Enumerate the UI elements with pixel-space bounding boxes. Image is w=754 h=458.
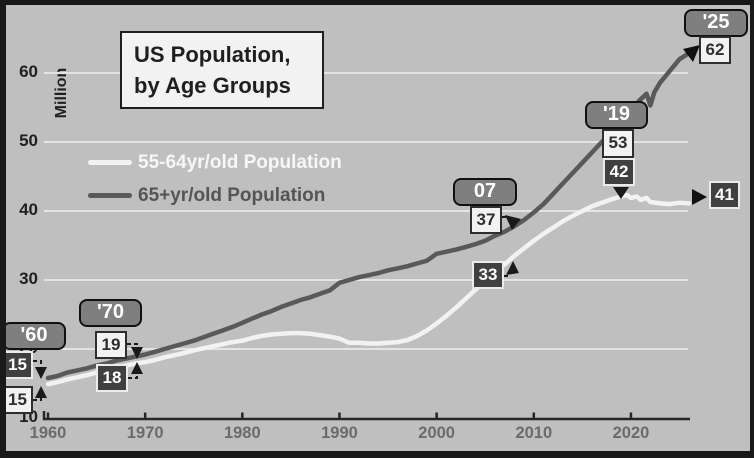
x-tick-label: 2000	[418, 424, 455, 442]
legend-item-55-64: 55-64yr/old Population	[88, 146, 342, 179]
callout-1960-value-55-64: 15	[2, 351, 33, 379]
y-tick-label: 40	[19, 200, 38, 219]
legend-line-55-64-swatch	[88, 160, 132, 165]
x-tick-label: 1960	[29, 424, 67, 442]
callout-1960-year: '60	[2, 322, 66, 350]
y-tick-label: 30	[19, 269, 38, 288]
x-tick-label: 1970	[126, 424, 164, 442]
legend-label-65plus: 65+yr/old Population	[138, 184, 326, 206]
legend-item-65plus: 65+yr/old Population	[88, 179, 342, 212]
title-line-1: US Population,	[134, 42, 291, 67]
callout-2007-value-55-64: 33	[472, 261, 504, 289]
legend-label-55-64: 55-64yr/old Population	[138, 151, 342, 173]
legend: 55-64yr/old Population 65+yr/old Populat…	[88, 146, 342, 212]
callout-2007-value-65plus: 37	[470, 206, 502, 234]
legend-line-65plus-swatch	[88, 193, 132, 198]
callout-2007-year: 07	[453, 178, 517, 206]
x-tick-label: 1990	[321, 424, 358, 442]
callout-2019-year: '19	[585, 101, 648, 129]
callout-2025-value-65plus: 62	[699, 36, 731, 64]
x-tick-label: 2020	[612, 424, 650, 442]
y-tick-label: 50	[19, 131, 38, 150]
title-line-2: by Age Groups	[134, 73, 291, 98]
callout-1970-year: '70	[79, 299, 142, 327]
callout-1960-value-65plus: 15	[2, 386, 33, 414]
callout-2025-year: '25	[684, 9, 748, 37]
callout-1970-value-65plus: 19	[95, 331, 127, 359]
chart-title: US Population, by Age Groups	[120, 31, 324, 109]
x-tick-label: 2010	[515, 424, 553, 442]
callout-2019-value-65plus: 53	[602, 129, 634, 158]
x-tick-label: 1980	[223, 424, 261, 442]
y-tick-label: 60	[19, 62, 38, 81]
callout-2019-value-55-64: 42	[603, 158, 635, 186]
callout-1970-value-55-64: 18	[96, 364, 128, 392]
callout-end-value-55-64: 41	[709, 181, 740, 209]
